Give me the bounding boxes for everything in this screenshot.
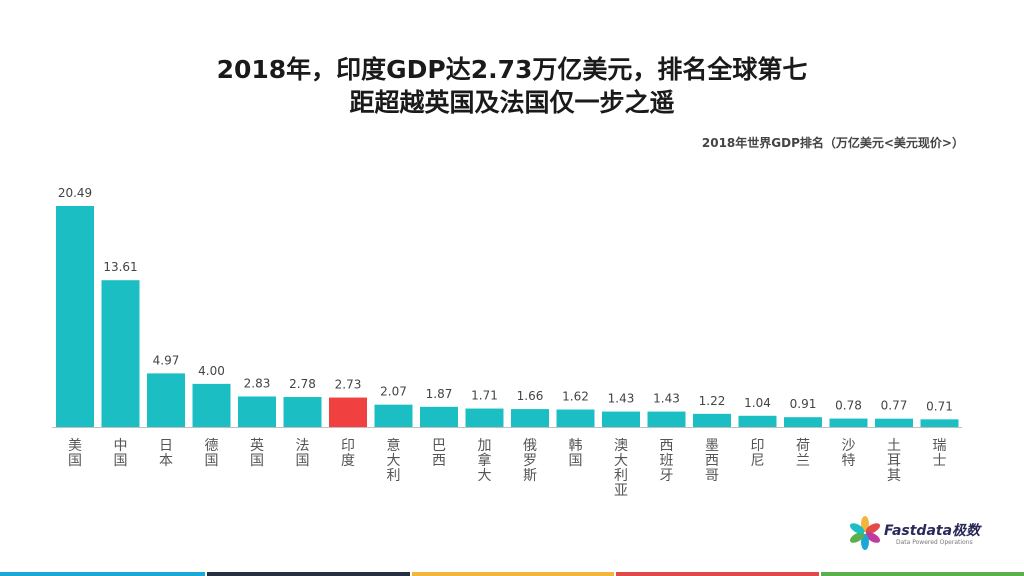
bar — [875, 418, 913, 427]
category-label: 瑞士 — [933, 438, 947, 469]
bar — [647, 411, 686, 427]
footer-segment — [821, 572, 1024, 576]
category-label: 加拿大 — [478, 438, 492, 484]
data-label: 2.07 — [380, 385, 407, 399]
bar — [101, 280, 140, 427]
bar — [738, 415, 777, 427]
data-label: 2.78 — [289, 377, 316, 391]
category-label: 西班牙 — [660, 438, 674, 484]
footer-segment — [0, 572, 205, 576]
bar — [56, 206, 94, 427]
bar — [192, 383, 231, 427]
data-label: 0.71 — [926, 399, 953, 413]
logo-text: Fastdata极数 — [884, 523, 981, 539]
data-label: 4.97 — [153, 353, 180, 367]
brand-logo: Fastdata极数 Data Powered Operations — [848, 514, 988, 554]
data-label: 0.91 — [790, 397, 817, 411]
bar — [784, 417, 822, 427]
category-label: 美国 — [68, 438, 82, 469]
category-label: 德国 — [205, 438, 219, 469]
category-label: 英国 — [250, 437, 264, 469]
data-label: 1.66 — [517, 389, 544, 403]
petal-logo-icon — [849, 516, 881, 550]
bar — [920, 419, 959, 427]
data-label: 1.43 — [608, 392, 635, 406]
bar — [693, 413, 731, 427]
data-label: 1.04 — [744, 396, 771, 410]
chart-title-line-2: 距超越英国及法国仅一步之遥 — [349, 88, 675, 117]
category-label: 澳大利亚 — [614, 438, 628, 499]
footer-segment — [206, 572, 410, 576]
chart-subtitle: 2018年世界GDP排名（万亿美元<美元现价>） — [701, 136, 964, 150]
data-label: 1.87 — [426, 387, 453, 401]
logo-tagline: Data Powered Operations — [896, 539, 973, 546]
bar — [829, 418, 868, 427]
category-label: 法国 — [296, 438, 310, 469]
bar — [283, 397, 322, 427]
category-label: 巴西 — [432, 438, 446, 469]
data-label: 13.61 — [103, 260, 137, 274]
data-label: 1.62 — [562, 390, 589, 404]
data-label: 1.71 — [471, 389, 498, 403]
data-label: 20.49 — [58, 186, 92, 200]
category-label: 俄罗斯 — [523, 438, 537, 484]
category-label: 韩国 — [569, 438, 583, 469]
bar — [147, 373, 185, 427]
bar — [238, 396, 276, 427]
category-label: 沙特 — [842, 438, 856, 469]
data-label: 0.78 — [835, 399, 862, 413]
bar — [329, 397, 367, 427]
footer-segment — [616, 572, 820, 576]
category-label: 意大利 — [387, 437, 401, 484]
data-label: 2.83 — [244, 376, 271, 390]
chart-title-line-1: 2018年，印度GDP达2.73万亿美元，排名全球第七 — [216, 55, 808, 84]
category-label: 荷兰 — [796, 438, 810, 469]
bar — [602, 411, 640, 427]
data-label: 1.43 — [653, 392, 680, 406]
bar — [374, 404, 413, 427]
category-label: 印尼 — [751, 438, 765, 469]
bar — [511, 409, 549, 427]
bar — [556, 409, 595, 427]
data-label: 1.22 — [699, 394, 726, 408]
footer-segment — [411, 572, 615, 576]
data-label: 0.77 — [881, 399, 908, 413]
category-label: 中国 — [114, 438, 128, 469]
category-label: 印度 — [341, 438, 355, 469]
category-label: 墨西哥 — [705, 438, 719, 484]
bar — [420, 406, 458, 427]
bar — [465, 408, 504, 427]
data-label: 4.00 — [198, 364, 225, 378]
data-label: 2.73 — [335, 378, 362, 392]
category-label: 土耳其 — [887, 438, 901, 484]
category-label: 日本 — [159, 438, 173, 469]
